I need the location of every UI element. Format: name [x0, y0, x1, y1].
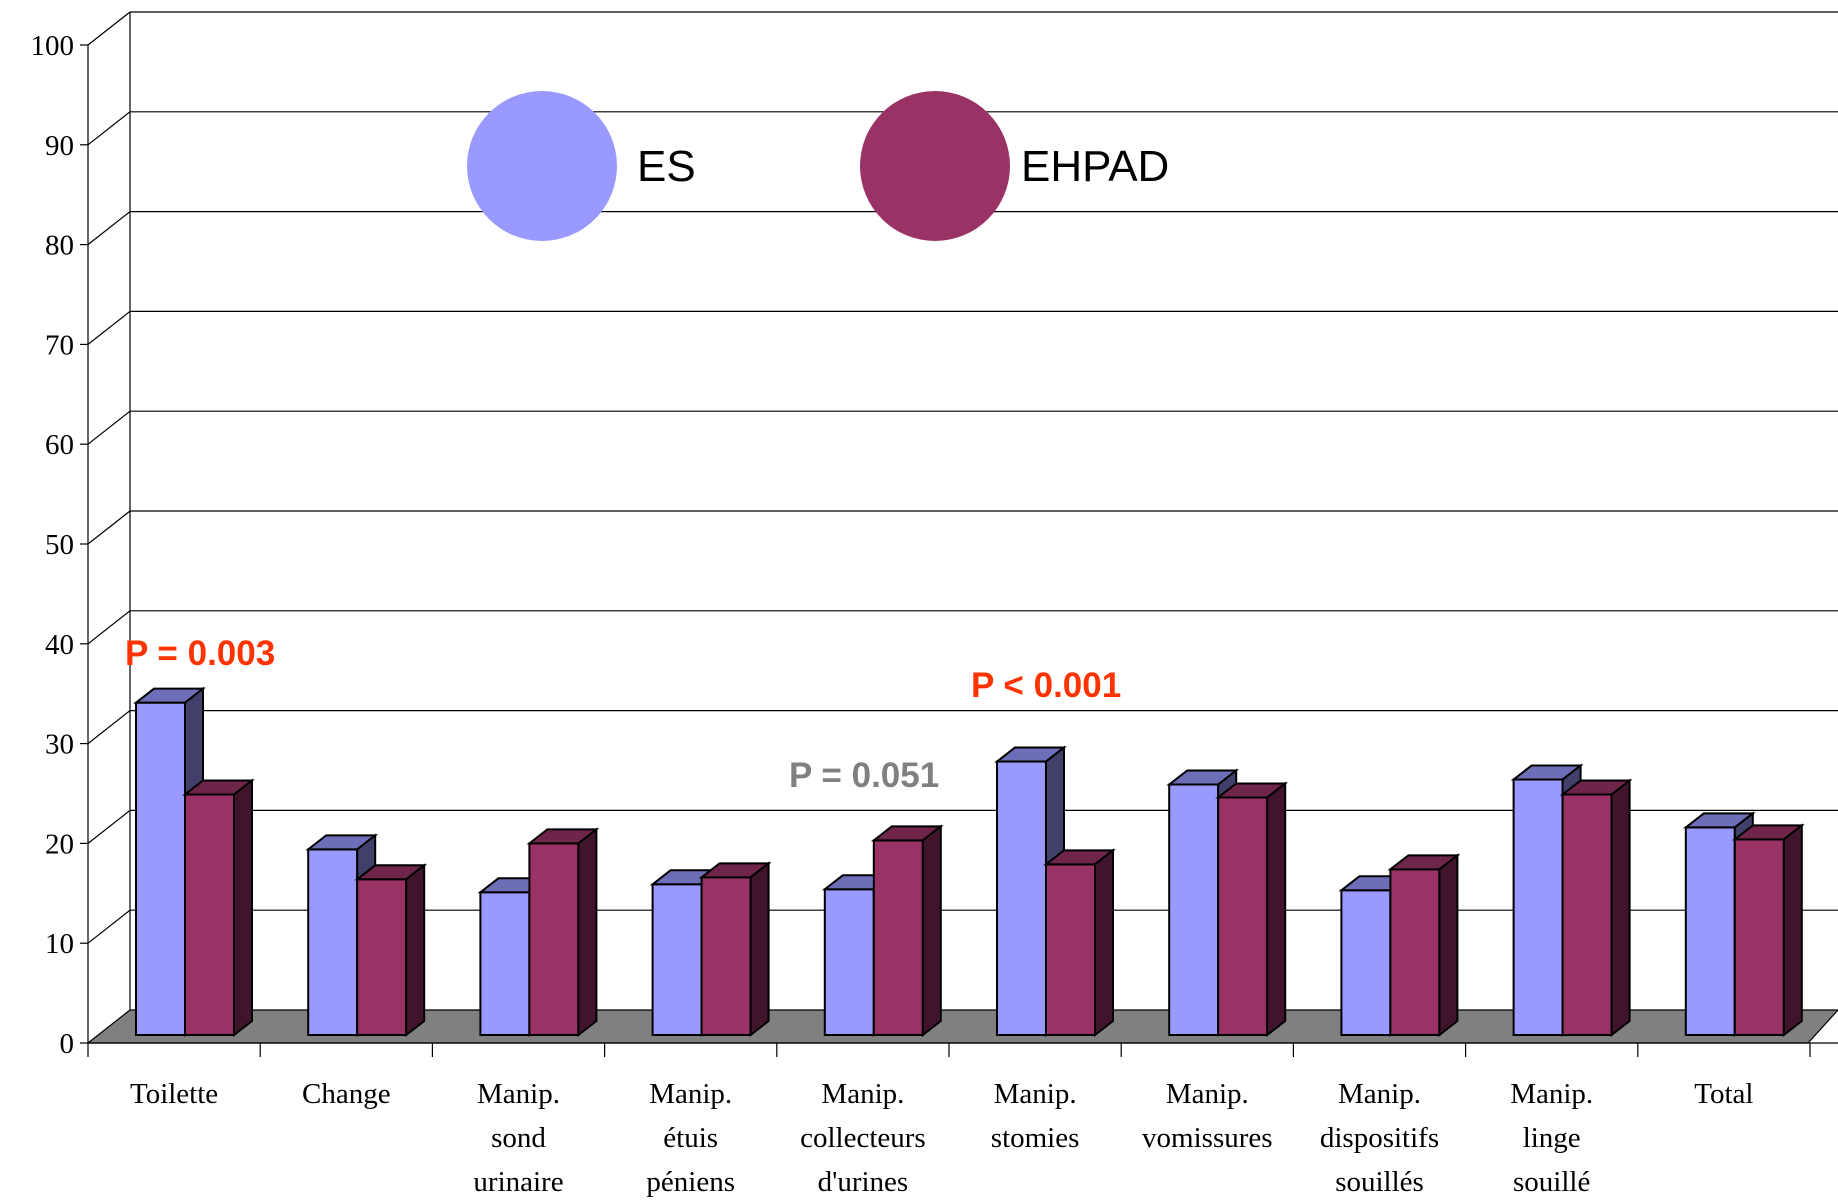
axes: 0 10 20 30 40 50 60 70 80 90 100 — [31, 12, 1838, 1060]
p-value-annotation: P = 0.003 — [125, 634, 275, 673]
bar-ehpad-7-side — [1438, 853, 1459, 1038]
legend-swatch-ehpad — [860, 91, 1010, 241]
bar-ehpad-0 — [182, 778, 255, 1038]
bar-ehpad-6-front — [1217, 796, 1269, 1037]
bar-es-5-front — [996, 760, 1047, 1036]
x-category-label: Manip. — [1338, 1078, 1421, 1110]
bar-ehpad-3 — [698, 861, 772, 1038]
y-tick-label: 80 — [45, 230, 74, 262]
x-category-label: stomies — [991, 1122, 1080, 1154]
bar-ehpad-9 — [1731, 823, 1805, 1038]
bars — [133, 686, 1805, 1038]
x-category-label: dispositifs — [1320, 1122, 1439, 1154]
y-tick-label: 0 — [60, 1028, 75, 1060]
y-tick-label: 70 — [45, 329, 74, 361]
bar-ehpad-3-side — [749, 861, 770, 1038]
x-category-label: péniens — [646, 1166, 735, 1198]
x-category-label: linge — [1523, 1122, 1581, 1154]
x-category-label: d'urines — [818, 1166, 909, 1198]
bar-es-6-front — [1168, 783, 1220, 1037]
x-category-label: vomissures — [1142, 1122, 1273, 1154]
bar-ehpad-1-front — [356, 878, 408, 1037]
grid-connector — [87, 211, 131, 246]
x-category-label: Total — [1694, 1078, 1753, 1110]
x-category-label: Manip. — [821, 1078, 904, 1110]
grid-connector — [87, 111, 131, 146]
legend-label-ehpad: EHPAD — [1021, 142, 1169, 191]
category-labels: Toilette Change Manip. sond urinaire Manip. ét… — [130, 1078, 1753, 1198]
x-category-label: collecteurs — [800, 1122, 926, 1154]
legend-label-es: ES — [637, 142, 696, 191]
x-category-label: Toilette — [130, 1078, 218, 1110]
bar-ehpad-1 — [354, 863, 428, 1038]
bar-es-3-front — [651, 883, 703, 1036]
bar-ehpad-2-side — [577, 827, 598, 1038]
y-tick-label: 60 — [45, 429, 74, 461]
x-category-label: souillés — [1335, 1166, 1424, 1198]
x-category-label: étuis — [663, 1122, 718, 1154]
bar-ehpad-0-front — [184, 793, 235, 1036]
bar-ehpad-7 — [1387, 853, 1461, 1038]
y-tick-label: 90 — [45, 130, 74, 162]
y-tick-label: 30 — [45, 729, 74, 761]
bar-ehpad-9-front — [1733, 838, 1785, 1037]
grid-connector — [87, 809, 131, 844]
bar-ehpad-2 — [526, 827, 600, 1038]
bar-ehpad-1-side — [405, 863, 426, 1038]
grid-connector — [87, 710, 131, 745]
bar-ehpad-6-side — [1266, 781, 1287, 1038]
bar-ehpad-0-side — [233, 778, 253, 1038]
bar-ehpad-8 — [1559, 778, 1633, 1038]
y-tick-label: 50 — [45, 529, 74, 561]
grid-connector — [87, 11, 131, 46]
grid-connector — [87, 310, 131, 345]
legend: ES EHPAD — [467, 91, 1169, 241]
bar-ehpad-5-front — [1045, 863, 1096, 1036]
x-category-label: Manip. — [994, 1078, 1077, 1110]
x-category-label: Manip. — [649, 1078, 732, 1110]
x-category-label: urinaire — [473, 1166, 563, 1198]
y-tick-label: 20 — [45, 828, 74, 860]
grid-connector — [87, 909, 131, 944]
bar-ehpad-3-front — [700, 876, 752, 1036]
y-tick-label: 100 — [31, 30, 75, 62]
bar-ehpad-9-side — [1782, 823, 1803, 1038]
p-value-annotation: P < 0.001 — [971, 666, 1121, 705]
legend-swatch-es — [467, 91, 617, 241]
bar-es-1-front — [307, 848, 359, 1037]
x-category-label: Manip. — [477, 1078, 560, 1110]
bar-ehpad-5-side — [1094, 848, 1114, 1038]
bar-ehpad-4-side — [921, 824, 942, 1038]
bar-ehpad-7-front — [1389, 868, 1441, 1036]
x-category-label: Manip. — [1166, 1078, 1249, 1110]
y-tick-label: 10 — [45, 928, 74, 960]
bar-ehpad-5 — [1043, 848, 1116, 1038]
annotations: P = 0.003 P = 0.051 P < 0.001 — [125, 634, 1121, 795]
y-tick-label: 40 — [45, 629, 74, 661]
bar-es-2-front — [479, 891, 531, 1037]
bar-es-9-front — [1684, 826, 1736, 1037]
bar-es-8-front — [1512, 778, 1564, 1037]
bar-ehpad-2-front — [528, 842, 580, 1036]
p-value-annotation: P = 0.051 — [789, 756, 939, 795]
bar-es-0-front — [135, 701, 186, 1037]
grid-connector — [87, 610, 131, 645]
bar-es-7-front — [1340, 889, 1392, 1036]
x-category-label: Change — [302, 1078, 391, 1110]
bar-es-4-front — [823, 888, 875, 1036]
bar-ehpad-6 — [1215, 781, 1289, 1038]
x-category-label: Manip. — [1510, 1078, 1593, 1110]
x-category-label: sond — [491, 1122, 546, 1154]
grid-connector — [87, 510, 131, 545]
bar-ehpad-4-front — [872, 839, 924, 1037]
bar-ehpad-8-front — [1561, 793, 1613, 1036]
bar-ehpad-8-side — [1610, 778, 1631, 1038]
grid-connector — [87, 410, 131, 445]
bar-ehpad-4 — [870, 824, 944, 1038]
x-category-label: souillé — [1513, 1166, 1590, 1198]
